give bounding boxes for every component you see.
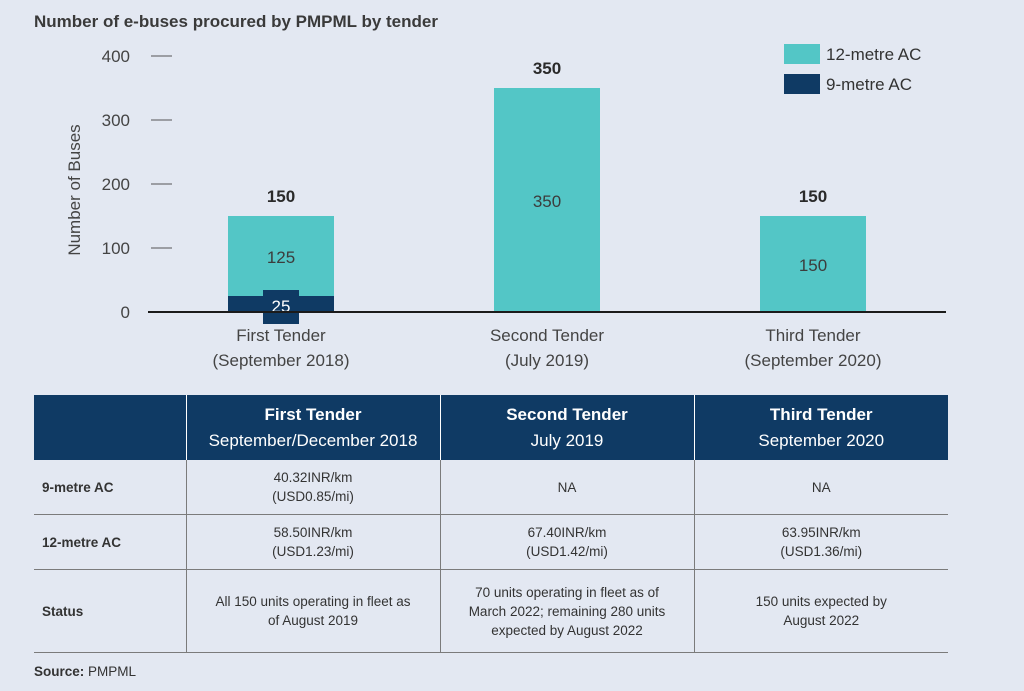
cell-line: of August 2019 bbox=[267, 613, 359, 628]
bar-chart: Number of Buses 0 100 200 300 400 25 125 150 Firs… bbox=[65, 44, 946, 370]
x-tick-label: (September 2018) bbox=[212, 351, 349, 370]
x-tick-label: Third Tender bbox=[765, 326, 860, 345]
cell-line: 40.32INR/km bbox=[273, 470, 353, 485]
y-tick-label: 200 bbox=[102, 175, 130, 194]
x-tick-label: First Tender bbox=[236, 326, 326, 345]
total-label: 150 bbox=[799, 187, 827, 206]
source-note: Source: PMPML bbox=[34, 664, 136, 679]
legend-label: 9-metre AC bbox=[826, 75, 912, 94]
cell-line: August 2022 bbox=[783, 613, 860, 628]
table-cell: NA bbox=[439, 460, 694, 515]
chart-title: Number of e-buses procured by PMPML by t… bbox=[34, 12, 438, 31]
x-tick-label: (September 2020) bbox=[744, 351, 881, 370]
bar-12-metre-ac bbox=[760, 216, 866, 312]
table-header-row: First Tender September/December 2018 Sec… bbox=[34, 395, 948, 460]
y-tick-label: 400 bbox=[102, 47, 130, 66]
y-tick-label: 0 bbox=[121, 303, 130, 322]
source-label: Source: bbox=[34, 664, 85, 679]
cell-line: (USD1.36/mi) bbox=[780, 544, 863, 559]
table-row-9-metre: 9-metre AC 40.32INR/km (USD0.85/mi) NA N… bbox=[34, 460, 948, 515]
tender-table: First Tender September/December 2018 Sec… bbox=[34, 395, 948, 653]
cell-line: All 150 units operating in fleet as bbox=[215, 594, 411, 609]
header-tender-name: Second Tender bbox=[506, 404, 628, 424]
header-tender-date: September/December 2018 bbox=[208, 430, 418, 450]
cell-line: 58.50INR/km bbox=[273, 525, 353, 540]
cell-line: (USD0.85/mi) bbox=[272, 489, 354, 504]
cell-line: expected by August 2022 bbox=[491, 622, 643, 638]
legend-label: 12-metre AC bbox=[826, 45, 921, 64]
table-cell: 67.40INR/km (USD1.42/mi) bbox=[439, 514, 694, 570]
header-tender-date: July 2019 bbox=[530, 430, 604, 450]
legend-swatch bbox=[784, 74, 820, 94]
row-label: 9-metre AC bbox=[34, 460, 186, 515]
data-label: 125 bbox=[267, 248, 295, 267]
cell-line: March 2022; remaining 280 units bbox=[468, 603, 666, 619]
table-cell: 70 units operating in fleet as of March … bbox=[439, 569, 694, 653]
y-tick-label: 300 bbox=[102, 111, 130, 130]
x-tick-label: Second Tender bbox=[490, 326, 604, 345]
data-label: 150 bbox=[799, 256, 827, 275]
cell-line: NA bbox=[811, 479, 831, 495]
x-tick-label: (July 2019) bbox=[505, 351, 589, 370]
table-header-first-tender: First Tender September/December 2018 bbox=[185, 395, 440, 460]
cell-line: (USD1.42/mi) bbox=[526, 544, 608, 559]
cell-line: 70 units operating in fleet as of bbox=[475, 584, 659, 600]
table-cell: 63.95INR/km (USD1.36/mi) bbox=[693, 514, 948, 570]
total-label: 150 bbox=[267, 187, 295, 206]
header-tender-date: September 2020 bbox=[758, 430, 885, 450]
table-header-second-tender: Second Tender July 2019 bbox=[439, 395, 694, 460]
table-cell: 58.50INR/km (USD1.23/mi) bbox=[185, 514, 440, 570]
y-tick-label: 100 bbox=[102, 239, 130, 258]
header-tender-name: First Tender bbox=[264, 404, 362, 424]
table-row-12-metre: 12-metre AC 58.50INR/km (USD1.23/mi) 67.… bbox=[34, 514, 948, 570]
data-label: 350 bbox=[533, 192, 561, 211]
header-tender-name: Third Tender bbox=[769, 404, 873, 424]
legend-swatch bbox=[784, 44, 820, 64]
data-label: 25 bbox=[272, 297, 291, 316]
row-label: Status bbox=[34, 569, 186, 653]
cell-line: 67.40INR/km bbox=[527, 525, 607, 540]
table-cell: 150 units expected by August 2022 bbox=[693, 569, 948, 653]
table-header-third-tender: Third Tender September 2020 bbox=[693, 395, 948, 460]
table-header-empty bbox=[34, 395, 186, 460]
table-cell: NA bbox=[693, 460, 948, 515]
table-cell: 40.32INR/km (USD0.85/mi) bbox=[185, 460, 440, 515]
table-cell: All 150 units operating in fleet as of A… bbox=[185, 569, 440, 653]
cell-line: 150 units expected by bbox=[755, 594, 887, 609]
y-axis-label: Number of Buses bbox=[65, 124, 84, 255]
total-label: 350 bbox=[533, 59, 561, 78]
bar-12-metre-ac bbox=[494, 88, 600, 312]
row-label: 12-metre AC bbox=[34, 514, 186, 570]
bar-12-metre-ac bbox=[228, 216, 334, 296]
data-label-badge bbox=[263, 290, 299, 324]
cell-line: NA bbox=[557, 479, 577, 495]
source-text: PMPML bbox=[88, 664, 137, 679]
cell-line: (USD1.23/mi) bbox=[272, 544, 354, 559]
table-row-status: Status All 150 units operating in fleet … bbox=[34, 569, 948, 653]
cell-line: 63.95INR/km bbox=[781, 525, 861, 540]
